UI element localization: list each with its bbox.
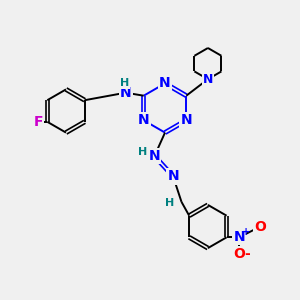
Text: -: - — [245, 248, 250, 261]
Text: N: N — [167, 169, 179, 183]
Text: +: + — [242, 227, 250, 237]
Text: N: N — [181, 113, 192, 127]
Text: F: F — [34, 115, 43, 129]
Text: H: H — [166, 197, 175, 208]
Text: N: N — [159, 76, 171, 90]
Text: O: O — [254, 220, 266, 234]
Text: H: H — [139, 147, 148, 158]
Text: N: N — [203, 73, 213, 86]
Text: O: O — [233, 248, 245, 261]
Text: N: N — [233, 230, 245, 244]
Text: H: H — [120, 78, 129, 88]
Text: N: N — [149, 149, 160, 163]
Text: N: N — [138, 113, 149, 127]
Text: N: N — [120, 86, 131, 100]
